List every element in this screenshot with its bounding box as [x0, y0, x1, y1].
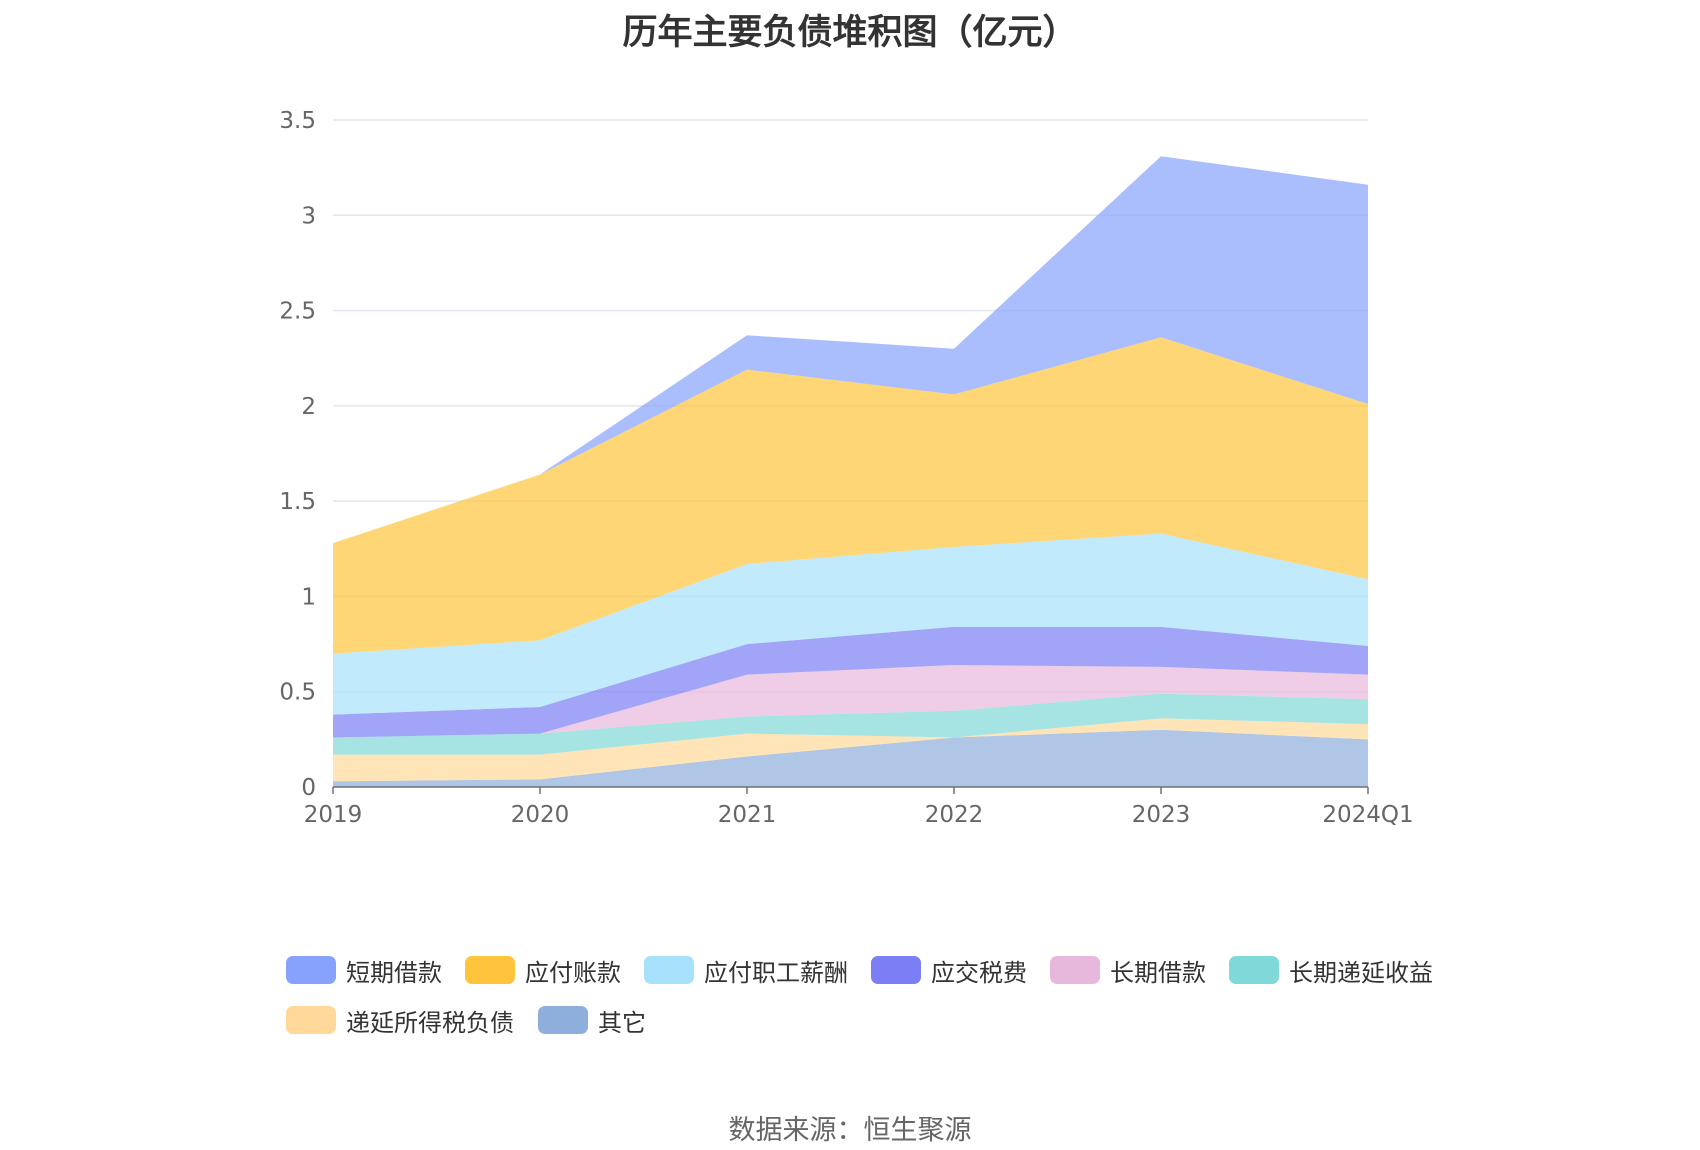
area-应交税费: [333, 626, 1368, 738]
legend-label: 应交税费: [931, 958, 1027, 987]
x-tick-label: 2024Q1: [1322, 802, 1413, 828]
legend-swatch: [871, 956, 921, 984]
y-tick-label: 0.5: [279, 680, 316, 706]
area-series: [333, 156, 1368, 787]
legend-swatch: [1050, 956, 1100, 984]
area-其它: [333, 729, 1368, 787]
legend-label: 递延所得税负债: [346, 1008, 514, 1037]
legend-label: 短期借款: [346, 958, 442, 987]
y-tick-label: 1.5: [279, 489, 316, 515]
x-tick-label: 2022: [925, 802, 984, 828]
y-tick-label: 2.5: [279, 299, 316, 325]
legend-item[interactable]: 短期借款: [286, 955, 442, 987]
axes: 0 0.5 1 1.5 2 2.5 3 3.5 2019 2020 2021 2022 2023 2024…: [279, 108, 1413, 828]
area-长期借款: [333, 665, 1368, 738]
stacked-area-chart: 0 0.5 1 1.5 2 2.5 3 3.5 2019 2020 2021 2022 2023 2024…: [279, 108, 1413, 828]
area-短期借款: [333, 156, 1368, 544]
legend-swatch: [286, 956, 336, 984]
area-递延所得税负债: [333, 718, 1368, 782]
legend-item[interactable]: 递延所得税负债: [286, 1005, 514, 1037]
legend-item[interactable]: 应付账款: [465, 955, 621, 987]
legend-swatch: [1229, 956, 1279, 984]
legend-label: 应付账款: [525, 958, 621, 987]
legend-item[interactable]: 应付职工薪酬: [644, 955, 848, 987]
area-应付账款: [333, 337, 1368, 654]
x-tick-label: 2021: [718, 802, 777, 828]
legend-item[interactable]: 长期递延收益: [1229, 955, 1433, 987]
area-应付职工薪酬: [333, 533, 1368, 715]
y-tick-label: 0: [301, 775, 316, 801]
legend-swatch: [538, 1006, 588, 1034]
data-source: 数据来源：恒生聚源: [728, 1115, 972, 1146]
legend-label: 长期借款: [1110, 958, 1206, 987]
y-tick-label: 1: [301, 584, 316, 610]
legend-swatch: [286, 1006, 336, 1034]
legend-swatch: [644, 956, 694, 984]
legend-label: 其它: [598, 1008, 646, 1037]
legend-item[interactable]: 应交税费: [871, 955, 1027, 987]
y-tick-label: 3: [301, 203, 316, 229]
x-tick-label: 2020: [511, 802, 570, 828]
legend-item[interactable]: 长期借款: [1050, 955, 1206, 987]
chart-title: 历年主要负债堆积图（亿元）: [622, 13, 1078, 53]
legend-item[interactable]: 其它: [538, 1005, 646, 1037]
y-tick-label: 3.5: [279, 108, 316, 134]
legend-swatch: [465, 956, 515, 984]
legend-label: 长期递延收益: [1289, 958, 1433, 987]
y-tick-label: 2: [301, 394, 316, 420]
area-长期递延收益: [333, 693, 1368, 755]
x-tick-label: 2019: [304, 802, 363, 828]
legend-label: 应付职工薪酬: [704, 958, 848, 987]
x-tick-label: 2023: [1132, 802, 1191, 828]
